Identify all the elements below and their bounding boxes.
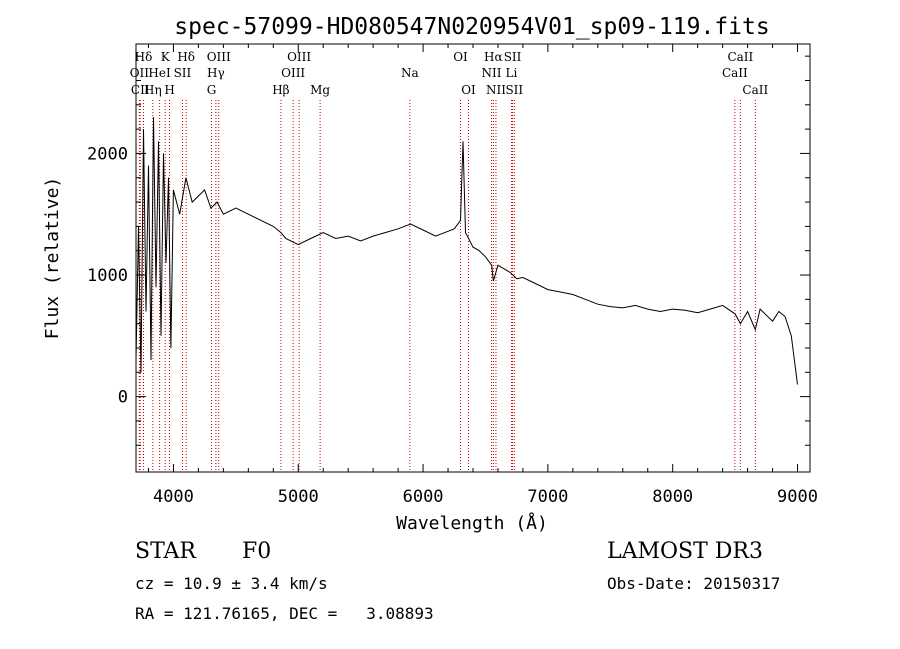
y-axis-label: Flux (relative) <box>42 177 63 340</box>
y-tick-label: 2000 <box>87 144 128 164</box>
survey-name: LAMOST DR3 <box>607 539 763 564</box>
annotation-label: Hη <box>144 83 162 97</box>
object-class: STAR <box>135 539 196 564</box>
annotation-label: Hα <box>484 50 503 64</box>
annotation-label: OIII <box>281 66 305 80</box>
annotation-label: OIII <box>287 50 311 64</box>
y-tick-label: 0 <box>118 388 128 408</box>
redshift-text: cz = 10.9 ± 3.4 km/s <box>135 574 328 593</box>
annotation-label: H <box>164 83 174 97</box>
annotation-label: HeI <box>148 66 171 80</box>
annotation-label: Hγ <box>207 66 225 80</box>
chart-title: spec-57099-HD080547N020954V01_sp09-119.f… <box>174 14 769 40</box>
x-tick-label: 5000 <box>278 487 319 507</box>
annotation-label: Hδ <box>135 50 153 64</box>
annotation-label: Na <box>401 66 419 80</box>
coords-text: RA = 121.76165, DEC = 3.08893 <box>135 604 434 623</box>
annotation-label: K <box>161 50 171 64</box>
annotation-label: Mg <box>310 83 330 97</box>
x-tick-label: 7000 <box>527 487 568 507</box>
x-tick-label: 6000 <box>403 487 444 507</box>
x-tick-label: 9000 <box>777 487 818 507</box>
annotation-label: OII <box>130 66 150 80</box>
annotation-label: CaII <box>742 83 768 97</box>
annotation-label: NII <box>486 83 506 97</box>
annotation-label: Hβ <box>272 83 289 97</box>
annotation-label: SII <box>505 83 523 97</box>
annotation-label: OI <box>453 50 468 64</box>
annotation-label: SII <box>504 50 522 64</box>
annotation-lines <box>138 100 756 472</box>
x-axis-label: Wavelength (Å) <box>396 512 548 534</box>
annotation-label: Li <box>506 66 518 80</box>
obs-date-text: Obs-Date: 20150317 <box>607 574 781 593</box>
annotation-label: OIII <box>207 50 231 64</box>
series-line-flux <box>135 116 798 385</box>
annotation-label: NII <box>481 66 501 80</box>
annotation-label: Hδ <box>177 50 195 64</box>
plot-frame <box>135 43 811 473</box>
axis-ticks: 4000 5000 6000 7000 8000 9000 0 1000 2000 <box>87 44 818 507</box>
x-tick-label: 8000 <box>652 487 693 507</box>
x-tick-label: 4000 <box>153 487 194 507</box>
y-tick-label: 1000 <box>87 266 128 286</box>
annotation-label: CaII <box>727 50 753 64</box>
object-subclass: F0 <box>242 539 272 564</box>
annotation-label: SII <box>174 66 192 80</box>
annotation-label: CaII <box>722 66 748 80</box>
annotation-label: OI <box>461 83 476 97</box>
annotation-label: G <box>207 83 217 97</box>
series-group <box>135 116 798 385</box>
